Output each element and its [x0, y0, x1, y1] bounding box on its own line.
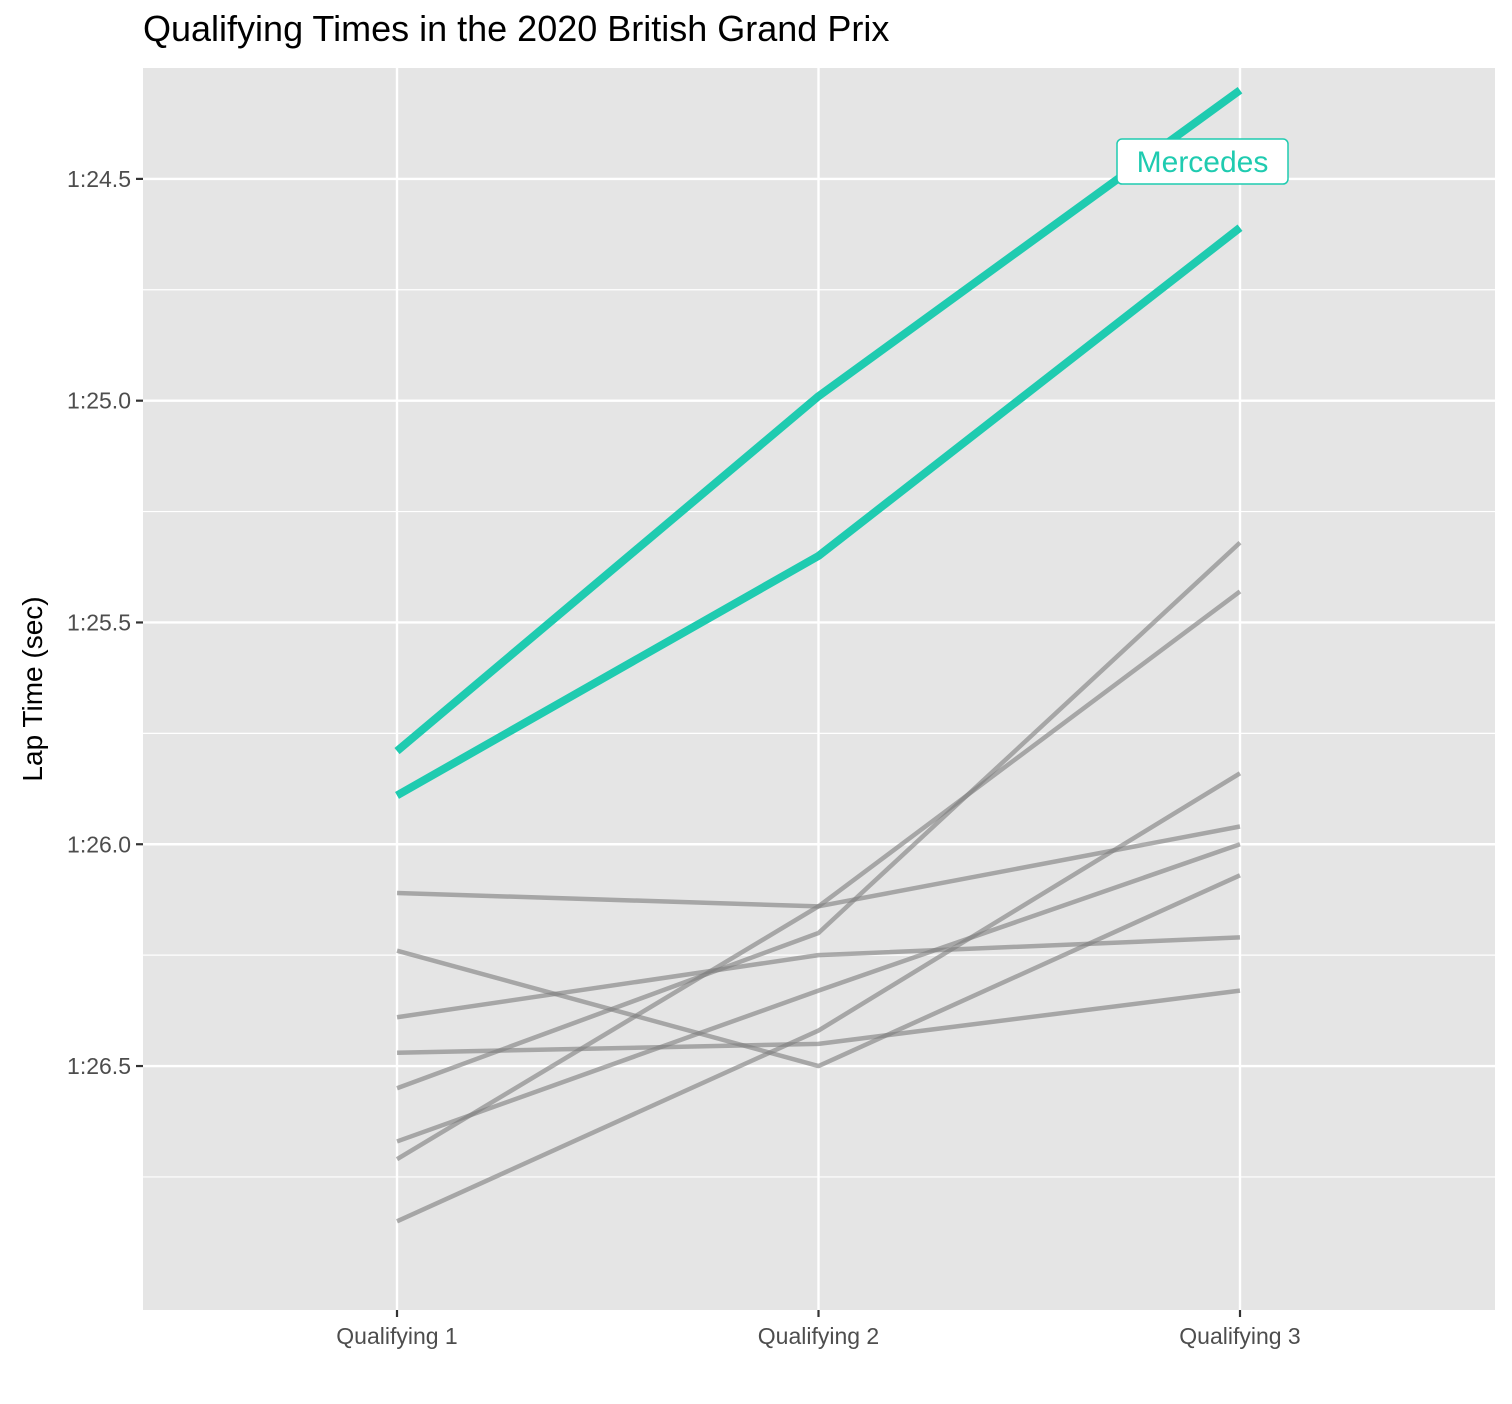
series-line-other: [396, 873, 1241, 1069]
series-line-other: [396, 771, 1242, 1224]
chart-title: Qualifying Times in the 2020 British Gra…: [143, 8, 890, 49]
x-axis: Qualifying 1 Qualifying 2 Qualifying 3: [336, 1310, 1301, 1349]
annotation-label: Mercedes: [1137, 146, 1269, 179]
series-line-other: [396, 988, 1241, 1055]
series-mercedes-group: [394, 86, 1243, 799]
series-line-other: [396, 935, 1241, 1020]
series-other-group: [395, 540, 1242, 1224]
x-tick-label: Qualifying 3: [1179, 1323, 1300, 1349]
y-axis: 1:24.5 1:25.0 1:25.5 1:26.0 1:26.5: [67, 166, 143, 1079]
series-line-mercedes: [394, 86, 1243, 755]
mercedes-annotation: Mercedes: [1116, 138, 1289, 185]
y-tick-label: 1:24.5: [67, 166, 131, 192]
series-line-other: [396, 540, 1242, 1091]
series-line-other: [396, 842, 1241, 1144]
series-line-mercedes: [395, 224, 1243, 799]
y-tick-label: 1:26.0: [67, 831, 131, 857]
series-line-other: [395, 589, 1242, 1162]
y-axis-title: Lap Time (sec): [17, 596, 48, 781]
y-tick-label: 1:25.0: [67, 388, 131, 414]
annotation-box: [1116, 138, 1289, 185]
x-tick-label: Qualifying 1: [336, 1323, 457, 1349]
y-tick-label: 1:25.5: [67, 609, 131, 635]
x-tick-label: Qualifying 2: [758, 1323, 879, 1349]
y-tick-label: 1:26.5: [67, 1053, 131, 1079]
